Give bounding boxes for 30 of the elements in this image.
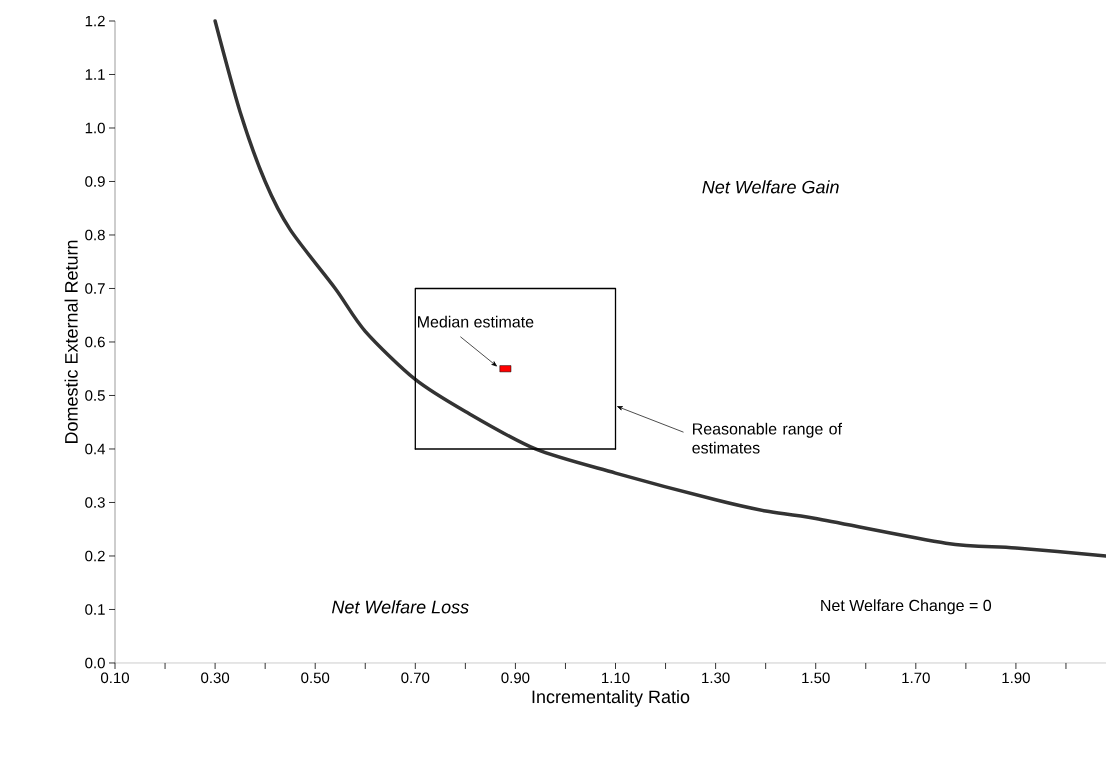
x-tick-label: 1.70 xyxy=(902,672,930,684)
y-tick-label: 0.8 xyxy=(85,229,105,241)
x-tick-label: 0.70 xyxy=(401,672,430,684)
annotation: Median estimate xyxy=(418,315,534,328)
y-tick-label: 0.3 xyxy=(85,497,105,508)
y-axis-title: Domestic External Return xyxy=(64,240,78,444)
annotation: Net Welfare Gain xyxy=(702,180,839,194)
x-tick-label: 0.90 xyxy=(501,672,530,684)
y-tick-label: 0.1 xyxy=(85,604,105,615)
x-tick-label: 1.10 xyxy=(602,672,630,684)
y-tick-label: 0.7 xyxy=(85,283,105,294)
y-tick-label: 0.4 xyxy=(85,443,106,455)
y-tick-label: 0.6 xyxy=(85,336,105,348)
y-tick-label: 1.2 xyxy=(85,15,105,27)
y-tick-label: 1.0 xyxy=(85,122,105,134)
annotation: Net Welfare Loss xyxy=(331,600,469,614)
x-tick-label: 1.90 xyxy=(1002,672,1030,684)
y-tick-label: 0.0 xyxy=(85,657,105,669)
annotation: Reasonable range of estimates xyxy=(692,422,843,454)
x-tick-label: 1.30 xyxy=(702,672,730,684)
x-axis-title: Incrementality Ratio xyxy=(532,690,690,707)
x-tick-label: 0.50 xyxy=(301,672,330,684)
y-tick-label: 0.5 xyxy=(85,390,105,401)
x-tick-label: 1.50 xyxy=(802,672,830,684)
x-tick-label: 0.30 xyxy=(201,672,230,684)
y-tick-label: 0.2 xyxy=(85,550,105,562)
y-tick-label: 1.1 xyxy=(85,69,105,80)
y-tick-label: 0.9 xyxy=(85,176,105,187)
x-tick-label: 0.10 xyxy=(100,672,130,684)
text: Net Welfare Change = 0 xyxy=(821,599,992,615)
